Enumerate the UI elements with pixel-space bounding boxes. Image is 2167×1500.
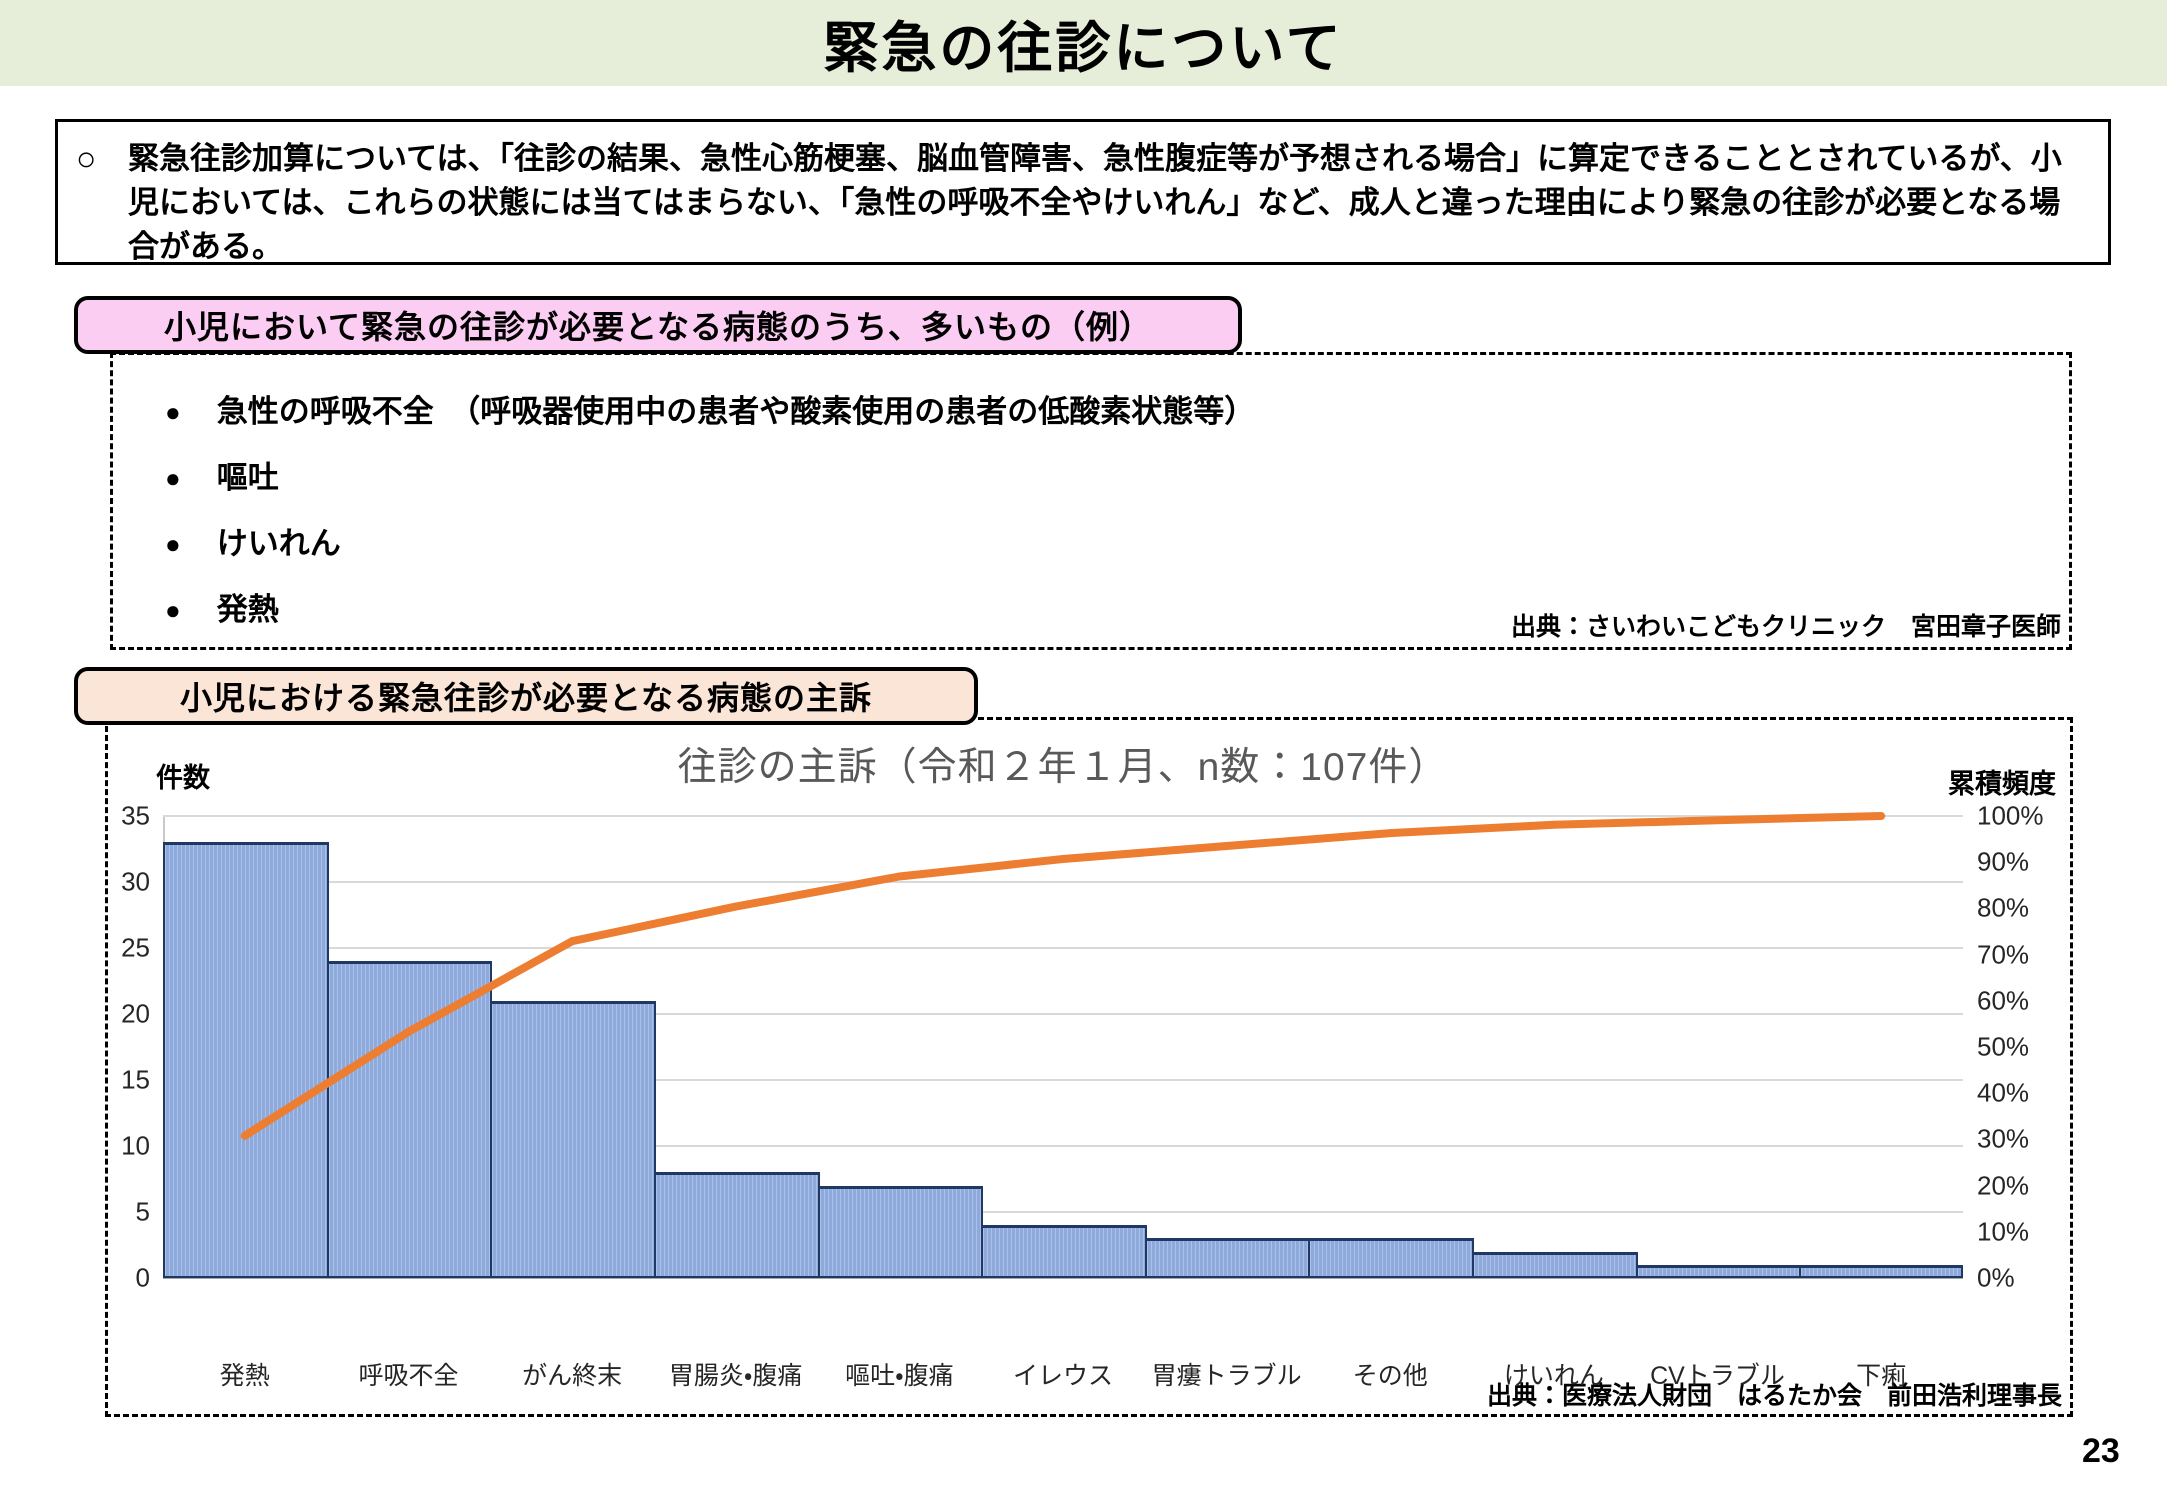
y-axis-left-tick: 20: [121, 998, 150, 1029]
x-axis-label: イレウス: [1012, 1362, 1114, 1390]
page-title: 緊急の往診について: [823, 17, 1344, 79]
y-axis-left-tick: 25: [121, 932, 150, 963]
chart-source: 出典：医療法人財団 はるたか会 前田浩利理事長: [1486, 1376, 2062, 1412]
y-axis-right-tick: 10%: [1977, 1216, 2030, 1247]
right-axis-label: 累積頻度: [1948, 769, 2056, 799]
x-axis-label: 呼吸不全: [358, 1362, 459, 1390]
gridline: [163, 815, 1963, 817]
y-axis-right-tick: 100%: [1977, 800, 2044, 831]
gridline: [163, 947, 1963, 949]
chart-box: 往診の主訴（令和２年１月、n数：107件） 件数 累積頻度 出典：医療法人財団 …: [105, 717, 2073, 1417]
y-axis-right-tick: 40%: [1977, 1077, 2030, 1108]
bar-その他: [1308, 1238, 1475, 1278]
x-axis-label: 発熱: [219, 1362, 270, 1390]
bar-がん終末: [490, 1000, 656, 1278]
x-axis-label: その他: [1352, 1362, 1428, 1390]
x-axis-label: けいれん: [1503, 1362, 1604, 1390]
bar-CVトラブル: [1635, 1264, 1802, 1278]
bullet-item: ● 嘔吐: [165, 457, 2049, 499]
gridline: [163, 1277, 1963, 1279]
bullet-icon: ●: [165, 529, 181, 559]
bar-呼吸不全: [326, 961, 493, 1278]
y-axis-left-tick: 5: [135, 1196, 150, 1227]
bar-胃腸炎・腹痛: [653, 1172, 820, 1278]
bullet-list: ● 急性の呼吸不全 （呼吸器使用中の患者や酸素使用の患者の低酸素状態等） ● 嘔吐 ● け…: [165, 391, 2049, 631]
y-axis-right-tick: 80%: [1977, 892, 2030, 923]
bar-けいれん: [1472, 1251, 1638, 1278]
gridline: [163, 1145, 1963, 1147]
chart-section-label: 小児における緊急往診が必要となる病態の主訴: [74, 667, 978, 725]
x-axis-label: CVトラブル: [1650, 1362, 1785, 1390]
bullet-item: ● 急性の呼吸不全 （呼吸器使用中の患者や酸素使用の患者の低酸素状態等）: [165, 391, 2049, 433]
y-axis-left-tick: 15: [121, 1064, 150, 1095]
x-axis-label: がん終末: [522, 1362, 623, 1390]
x-axis-label: 胃瘻トラブル: [1151, 1362, 1302, 1390]
header-band: 緊急の往診について: [0, 0, 2167, 86]
conditions-box: ● 急性の呼吸不全 （呼吸器使用中の患者や酸素使用の患者の低酸素状態等） ● 嘔吐 ● け…: [110, 352, 2072, 650]
bar-イレウス: [981, 1225, 1147, 1278]
bullet-text: けいれん: [216, 526, 341, 561]
y-axis-right-tick: 90%: [1977, 846, 2030, 877]
bullet-text: 急性の呼吸不全 （呼吸器使用中の患者や酸素使用の患者の低酸素状態等）: [216, 394, 1256, 429]
bullet-text: 嘔吐: [216, 460, 279, 495]
bullet-text: 発熱: [216, 592, 279, 627]
left-axis-label: 件数: [156, 763, 210, 793]
y-axis-left-tick: 35: [121, 800, 150, 831]
bar-下痢: [1799, 1264, 1963, 1278]
gridline: [163, 1211, 1963, 1213]
bar-胃瘻トラブル: [1144, 1238, 1311, 1278]
y-axis-right-tick: 30%: [1977, 1123, 2030, 1154]
bullet-item: ● けいれん: [165, 523, 2049, 565]
x-axis-label: 胃腸炎・腹痛: [668, 1362, 803, 1390]
bullet-icon: ●: [165, 463, 181, 493]
y-axis-right-tick: 60%: [1977, 985, 2030, 1016]
x-axis-label: 嘔吐・腹痛: [845, 1362, 954, 1390]
bullet-icon: ●: [165, 397, 181, 427]
y-axis-left-tick: 10: [121, 1130, 150, 1161]
x-axis-label: 下痢: [1856, 1362, 1907, 1390]
bullet-icon: ●: [165, 595, 181, 625]
conditions-source: 出典：さいわいこどもクリニック 宮田章子医師: [1510, 613, 2061, 641]
circle-marker-icon: ○: [76, 140, 97, 178]
conditions-section-label: 小児において緊急の往診が必要となる病態のうち、多いもの（例）: [74, 296, 1242, 354]
summary-box: ○ 緊急往診加算については、「往診の結果、急性心筋梗塞、脳血管障害、急性腹症等が…: [55, 119, 2111, 265]
bullet-item: ● 発熱: [165, 589, 2049, 631]
gridline: [163, 881, 1963, 883]
y-axis-right-tick: 70%: [1977, 939, 2030, 970]
y-axis-right-tick: 50%: [1977, 1031, 2030, 1062]
chart-title: 往診の主訴（令和２年１月、n数：107件）: [677, 746, 1449, 789]
y-axis-right-tick: 20%: [1977, 1170, 2030, 1201]
page-number: 23: [2082, 1432, 2120, 1470]
plot-area: [163, 812, 1963, 1279]
y-axis-right-tick: 0%: [1977, 1262, 2015, 1293]
summary-text: 緊急往診加算については、「往診の結果、急性心筋梗塞、脳血管障害、急性腹症等が予想…: [128, 141, 2062, 264]
y-axis-left-tick: 30: [121, 866, 150, 897]
bar-発熱: [163, 842, 329, 1278]
bar-嘔吐・腹痛: [817, 1185, 984, 1278]
y-axis-left-tick: 0: [135, 1262, 150, 1293]
